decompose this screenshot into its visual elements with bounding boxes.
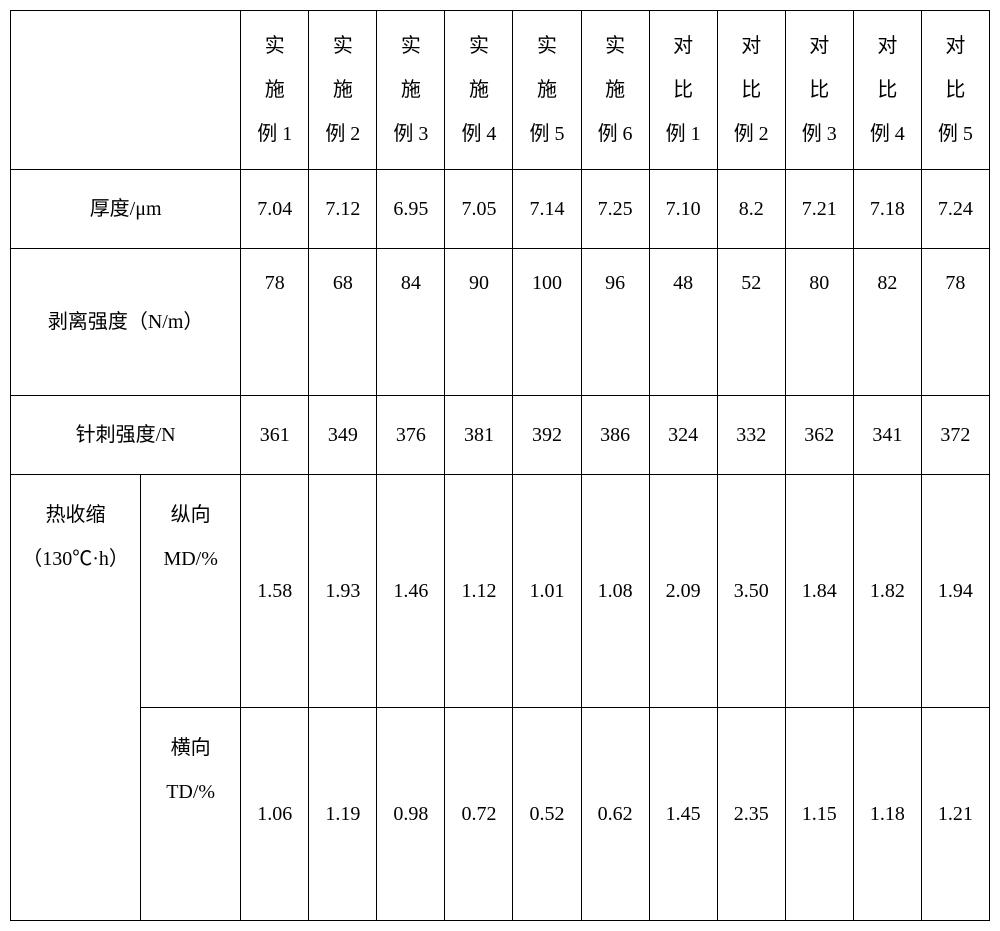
col-header: 实施例 2 [309, 11, 377, 170]
table-row: 剥离强度（N/m） 78 68 84 90 100 96 48 52 80 82… [11, 249, 990, 396]
table-header-row: 实施例 1 实施例 2 实施例 3 实施例 4 实施例 5 实施例 6 对比例 … [11, 11, 990, 170]
cell: 1.84 [785, 475, 853, 708]
col-header: 实施例 6 [581, 11, 649, 170]
cell: 8.2 [717, 170, 785, 249]
row-label-peel: 剥离强度（N/m） [11, 249, 241, 396]
cell: 392 [513, 396, 581, 475]
cell: 7.10 [649, 170, 717, 249]
cell: 0.52 [513, 708, 581, 921]
col-header: 对比例 1 [649, 11, 717, 170]
cell: 324 [649, 396, 717, 475]
table-row: 针刺强度/N 361 349 376 381 392 386 324 332 3… [11, 396, 990, 475]
cell: 96 [581, 249, 649, 396]
data-table: 实施例 1 实施例 2 实施例 3 实施例 4 实施例 5 实施例 6 对比例 … [10, 10, 990, 921]
row-label-puncture: 针刺强度/N [11, 396, 241, 475]
cell: 68 [309, 249, 377, 396]
shrink-group-l1: 热收缩 [46, 504, 106, 526]
shrink-md-l2: MD/% [163, 548, 217, 570]
col-header: 对比例 5 [921, 11, 989, 170]
cell: 2.09 [649, 475, 717, 708]
cell: 48 [649, 249, 717, 396]
cell: 349 [309, 396, 377, 475]
row-label-shrink-group: 热收缩 （130℃·h） [11, 475, 141, 921]
shrink-td-l2: TD/% [166, 781, 215, 803]
cell: 341 [853, 396, 921, 475]
cell: 381 [445, 396, 513, 475]
shrink-group-l2: （130℃·h） [22, 548, 129, 570]
row-label-shrink-td: 横向 TD/% [141, 708, 241, 921]
cell: 6.95 [377, 170, 445, 249]
table-row: 热收缩 （130℃·h） 纵向 MD/% 1.58 1.93 1.46 1.12… [11, 475, 990, 708]
cell: 1.94 [921, 475, 989, 708]
cell: 7.05 [445, 170, 513, 249]
cell: 1.19 [309, 708, 377, 921]
cell: 7.21 [785, 170, 853, 249]
cell: 2.35 [717, 708, 785, 921]
cell: 1.15 [785, 708, 853, 921]
cell: 7.25 [581, 170, 649, 249]
table-row: 横向 TD/% 1.06 1.19 0.98 0.72 0.52 0.62 1.… [11, 708, 990, 921]
cell: 78 [241, 249, 309, 396]
cell: 1.06 [241, 708, 309, 921]
cell: 0.72 [445, 708, 513, 921]
cell: 80 [785, 249, 853, 396]
header-blank [11, 11, 241, 170]
col-header: 实施例 1 [241, 11, 309, 170]
shrink-md-l1: 纵向 [171, 504, 211, 526]
cell: 7.14 [513, 170, 581, 249]
cell: 1.45 [649, 708, 717, 921]
cell: 1.12 [445, 475, 513, 708]
row-label-shrink-md: 纵向 MD/% [141, 475, 241, 708]
cell: 1.58 [241, 475, 309, 708]
cell: 84 [377, 249, 445, 396]
cell: 78 [921, 249, 989, 396]
col-header: 实施例 4 [445, 11, 513, 170]
cell: 386 [581, 396, 649, 475]
cell: 7.12 [309, 170, 377, 249]
cell: 1.21 [921, 708, 989, 921]
cell: 1.18 [853, 708, 921, 921]
col-header: 对比例 4 [853, 11, 921, 170]
cell: 372 [921, 396, 989, 475]
cell: 332 [717, 396, 785, 475]
cell: 3.50 [717, 475, 785, 708]
col-header: 对比例 3 [785, 11, 853, 170]
row-label-thickness: 厚度/μm [11, 170, 241, 249]
cell: 7.18 [853, 170, 921, 249]
col-header: 对比例 2 [717, 11, 785, 170]
cell: 100 [513, 249, 581, 396]
cell: 1.01 [513, 475, 581, 708]
cell: 90 [445, 249, 513, 396]
cell: 376 [377, 396, 445, 475]
col-header: 实施例 5 [513, 11, 581, 170]
col-header: 实施例 3 [377, 11, 445, 170]
cell: 0.62 [581, 708, 649, 921]
cell: 82 [853, 249, 921, 396]
cell: 1.46 [377, 475, 445, 708]
cell: 1.93 [309, 475, 377, 708]
cell: 1.08 [581, 475, 649, 708]
cell: 361 [241, 396, 309, 475]
cell: 0.98 [377, 708, 445, 921]
cell: 7.04 [241, 170, 309, 249]
cell: 1.82 [853, 475, 921, 708]
cell: 52 [717, 249, 785, 396]
table-row: 厚度/μm 7.04 7.12 6.95 7.05 7.14 7.25 7.10… [11, 170, 990, 249]
shrink-td-l1: 横向 [171, 737, 211, 759]
cell: 7.24 [921, 170, 989, 249]
cell: 362 [785, 396, 853, 475]
